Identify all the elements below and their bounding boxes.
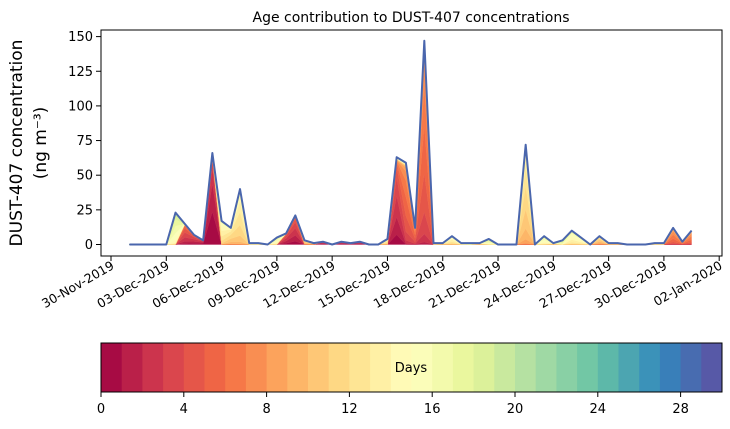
- y-tick-label: 0: [85, 238, 93, 253]
- colorbar-bin: [122, 343, 143, 392]
- colorbar-bin: [142, 343, 163, 392]
- y-tick-label: 100: [68, 99, 93, 114]
- y-tick-label: 50: [76, 169, 93, 184]
- colorbar-label: Days: [395, 361, 428, 376]
- colorbar-bin: [246, 343, 267, 392]
- colorbar-tick-label: 12: [341, 402, 358, 417]
- colorbar-bin: [515, 343, 536, 392]
- y-tick-label: 25: [76, 203, 93, 218]
- stacked-areas: [129, 41, 691, 245]
- colorbar-tick-label: 0: [97, 402, 105, 417]
- colorbar-bin: [163, 343, 184, 392]
- colorbar-bin: [349, 343, 370, 392]
- colorbar-bin: [474, 343, 495, 392]
- y-tick-label: 150: [68, 30, 93, 45]
- colorbar-bin: [453, 343, 474, 392]
- colorbar-bin: [432, 343, 453, 392]
- colorbar-tick-label: 24: [590, 402, 607, 417]
- colorbar-tick-label: 16: [424, 402, 441, 417]
- colorbar-bin: [701, 343, 722, 392]
- colorbar-bin: [225, 343, 246, 392]
- colorbar-bin: [577, 343, 598, 392]
- y-tick-label: 75: [76, 134, 93, 149]
- y-tick-label: 125: [68, 65, 93, 80]
- colorbar-tick-label: 20: [507, 402, 524, 417]
- colorbar-bin: [660, 343, 681, 392]
- colorbar-bin: [370, 343, 391, 392]
- colorbar-bin: [619, 343, 640, 392]
- colorbar-bin: [287, 343, 308, 392]
- colorbar-bin: [681, 343, 702, 392]
- colorbar-bin: [556, 343, 577, 392]
- y-axis-label: DUST-407 concentration: [7, 40, 27, 247]
- colorbar-bin: [184, 343, 205, 392]
- colorbar-tick-label: 28: [672, 402, 689, 417]
- colorbar-bin: [329, 343, 350, 392]
- colorbar-tick-label: 4: [180, 402, 188, 417]
- y-axis-label-units: (ng m⁻³): [31, 107, 51, 180]
- chart-title: Age contribution to DUST-407 concentrati…: [253, 10, 570, 26]
- colorbar-bin: [598, 343, 619, 392]
- colorbar-bin: [494, 343, 515, 392]
- colorbar-tick-label: 8: [262, 402, 270, 417]
- colorbar-bin: [639, 343, 660, 392]
- colorbar-bin: [267, 343, 288, 392]
- colorbar-bin: [536, 343, 557, 392]
- colorbar-bin: [101, 343, 122, 392]
- colorbar-bin: [308, 343, 329, 392]
- colorbar-bin: [205, 343, 226, 392]
